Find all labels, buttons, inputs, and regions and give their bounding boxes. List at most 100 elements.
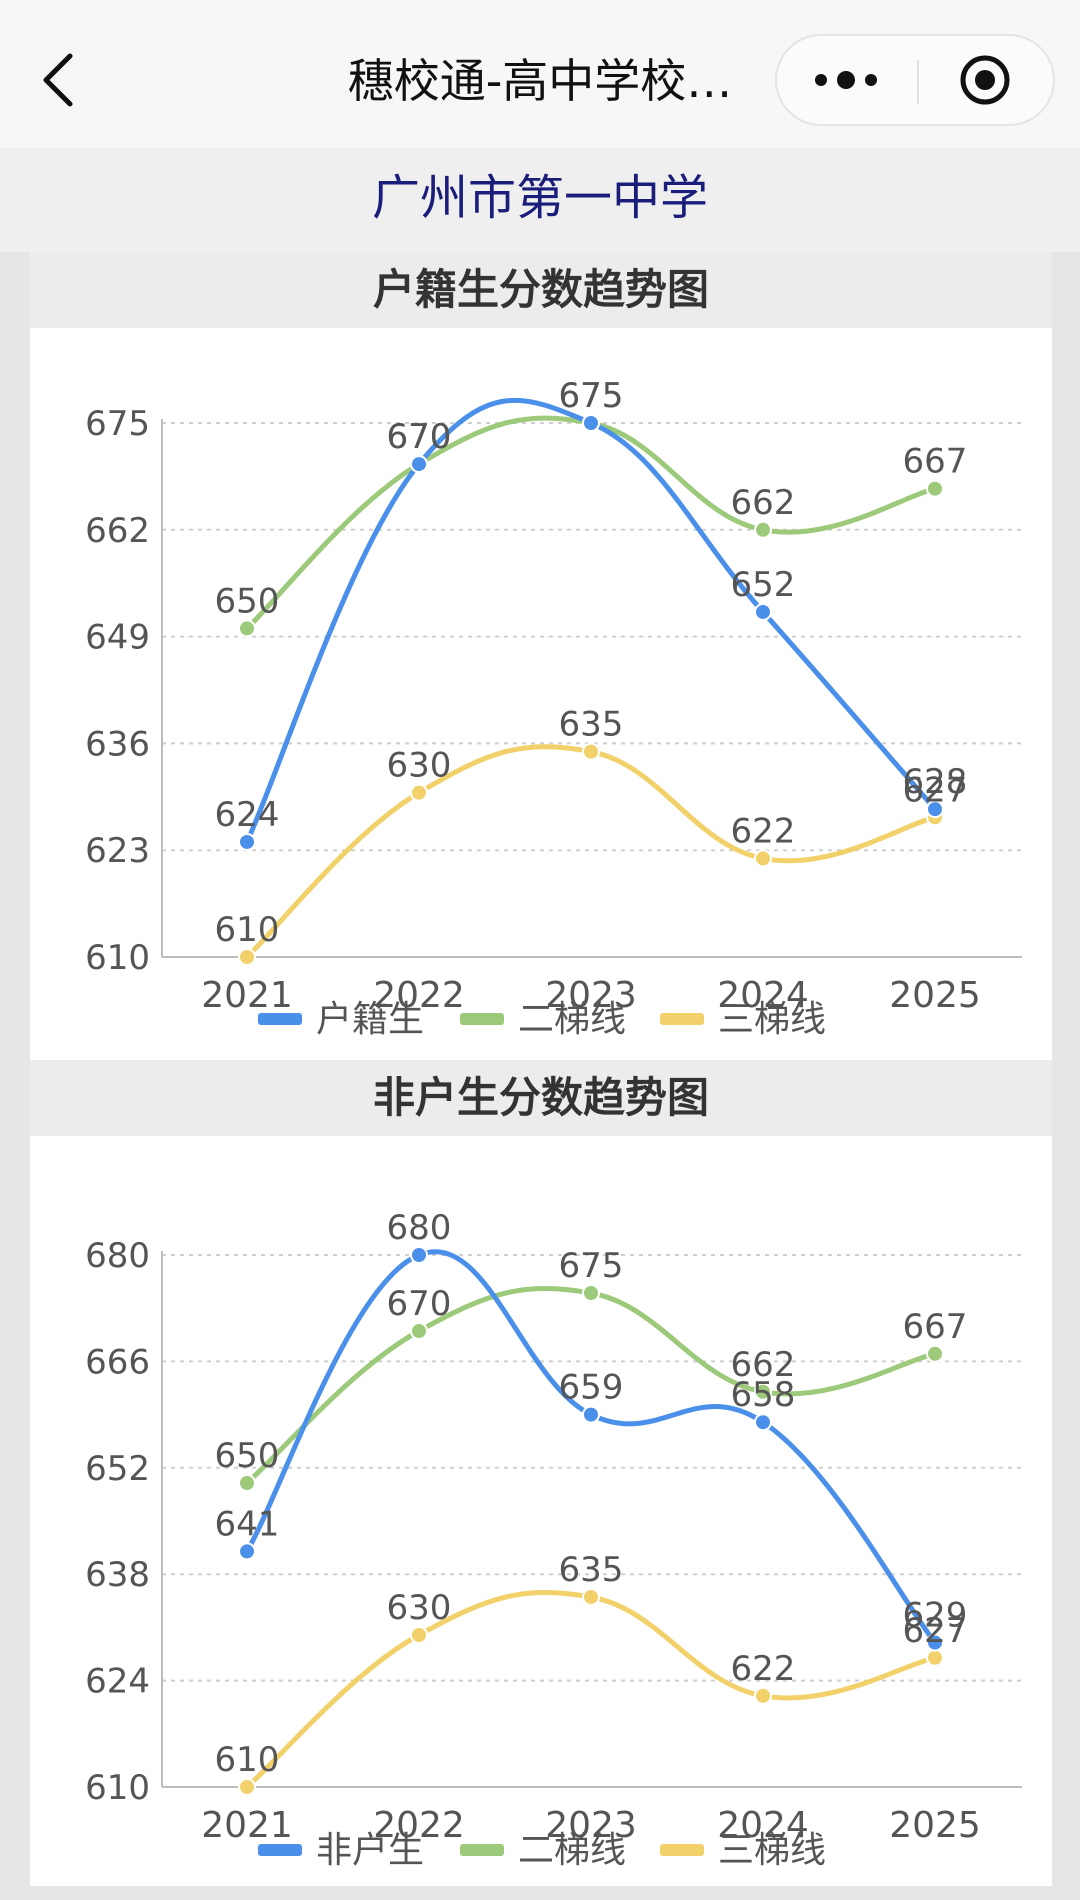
data-point[interactable] xyxy=(754,849,772,868)
data-point[interactable] xyxy=(410,455,428,474)
legend-swatch[interactable] xyxy=(460,1844,504,1856)
x-tick-label: 2024 xyxy=(717,1805,809,1846)
chart-card-header: 户籍生分数趋势图 xyxy=(30,252,1052,328)
data-label: 610 xyxy=(215,910,280,950)
data-label: 622 xyxy=(731,811,796,851)
data-point[interactable] xyxy=(582,1588,600,1606)
y-tick-label: 680 xyxy=(85,1236,150,1276)
data-point[interactable] xyxy=(238,1474,256,1492)
y-tick-label: 610 xyxy=(85,1768,150,1808)
data-label: 641 xyxy=(215,1504,280,1544)
y-tick-label: 662 xyxy=(85,511,150,551)
data-label: 670 xyxy=(387,417,452,457)
legend-swatch[interactable] xyxy=(660,1844,704,1856)
data-point[interactable] xyxy=(754,1382,772,1401)
school-name: 广州市第一中学 xyxy=(371,170,708,226)
legend-label[interactable]: 户籍生 xyxy=(316,999,424,1040)
data-label: 662 xyxy=(731,1345,796,1385)
chart-title: 非户生分数趋势图 xyxy=(372,1073,709,1122)
legend-swatch[interactable] xyxy=(258,1013,302,1025)
y-tick-label: 666 xyxy=(85,1342,150,1382)
data-label: 670 xyxy=(387,1284,452,1324)
x-tick-label: 2023 xyxy=(545,975,637,1016)
data-point[interactable] xyxy=(410,783,428,802)
y-tick-label: 610 xyxy=(85,938,150,978)
data-label: 652 xyxy=(731,565,796,605)
y-tick-label: 636 xyxy=(85,724,150,764)
more-dots-icon xyxy=(815,71,877,89)
data-label: 627 xyxy=(903,1611,968,1651)
y-tick-label: 624 xyxy=(85,1662,150,1702)
data-label: 670 xyxy=(387,417,452,457)
data-label: 680 xyxy=(387,1208,452,1248)
navigation-bar: 穗校通-高中学校… xyxy=(0,0,1080,148)
x-tick-label: 2021 xyxy=(201,975,293,1016)
data-point[interactable] xyxy=(754,520,772,539)
data-point[interactable] xyxy=(926,1633,944,1652)
legend-swatch[interactable] xyxy=(460,1013,504,1025)
data-label: 658 xyxy=(731,1375,796,1415)
data-label: 659 xyxy=(559,1368,624,1408)
data-point[interactable] xyxy=(754,1686,772,1705)
data-point[interactable] xyxy=(238,619,256,638)
data-label: 635 xyxy=(559,1550,624,1590)
data-label: 624 xyxy=(215,795,280,835)
data-point[interactable] xyxy=(238,948,256,966)
data-label: 629 xyxy=(903,1596,968,1636)
data-point[interactable] xyxy=(582,1405,600,1424)
series-line xyxy=(245,1590,936,1789)
data-point[interactable] xyxy=(754,602,772,621)
legend-label[interactable]: 非户生 xyxy=(316,1830,424,1871)
data-label: 667 xyxy=(903,442,968,482)
data-label: 675 xyxy=(559,1246,624,1286)
data-point[interactable] xyxy=(410,1322,428,1340)
data-label: 630 xyxy=(387,746,452,786)
legend-label[interactable]: 二梯线 xyxy=(518,999,626,1040)
data-point[interactable] xyxy=(410,1626,428,1644)
data-point[interactable] xyxy=(238,1542,256,1561)
data-label: 610 xyxy=(215,1740,280,1780)
chart-title: 户籍生分数趋势图 xyxy=(372,265,709,314)
data-point[interactable] xyxy=(582,1284,600,1302)
y-tick-label: 675 xyxy=(85,404,150,444)
data-point[interactable] xyxy=(926,800,944,819)
data-label: 630 xyxy=(387,1588,452,1628)
data-point[interactable] xyxy=(754,1413,772,1432)
data-point[interactable] xyxy=(926,479,944,498)
series-line xyxy=(244,398,937,844)
data-point[interactable] xyxy=(238,1778,256,1796)
menu-capsule xyxy=(775,34,1055,126)
series-line xyxy=(245,744,936,959)
capsule-divider xyxy=(917,60,919,104)
data-label: 635 xyxy=(559,705,624,745)
close-miniprogram-button[interactable] xyxy=(919,36,1053,124)
data-point[interactable] xyxy=(410,1246,428,1264)
chevron-left-icon xyxy=(43,53,73,107)
legend-swatch[interactable] xyxy=(258,1844,302,1856)
y-tick-label: 638 xyxy=(85,1555,150,1595)
data-point[interactable] xyxy=(926,1648,944,1667)
data-point[interactable] xyxy=(582,742,600,761)
app-title: 穗校通-高中学校… xyxy=(347,54,733,108)
x-tick-label: 2025 xyxy=(889,1805,981,1846)
y-tick-label: 652 xyxy=(85,1449,150,1489)
x-tick-label: 2021 xyxy=(201,1805,293,1846)
x-tick-label: 2024 xyxy=(717,975,809,1016)
data-point[interactable] xyxy=(582,414,600,432)
more-button[interactable] xyxy=(777,36,915,124)
legend-label[interactable]: 三梯线 xyxy=(718,999,826,1040)
data-label: 628 xyxy=(903,762,968,802)
data-label: 667 xyxy=(903,1307,968,1347)
data-label: 675 xyxy=(559,376,624,416)
legend-swatch[interactable] xyxy=(660,1013,704,1025)
back-button[interactable] xyxy=(38,48,82,112)
chart-card-non-hukou: 非户生分数趋势图 610 624 638 652 666 680 2021 2022 2023 2… xyxy=(30,1060,1052,1886)
series-line xyxy=(245,415,936,631)
data-label: 650 xyxy=(215,581,280,621)
data-point[interactable] xyxy=(926,1344,944,1363)
legend-label[interactable]: 三梯线 xyxy=(718,1830,826,1871)
data-label: 662 xyxy=(731,483,796,523)
trend-line-chart: 610 623 636 649 662 675 2021 2022 2023 2024 2025 61… xyxy=(85,376,1022,1040)
legend-label[interactable]: 二梯线 xyxy=(518,1830,626,1871)
data-point[interactable] xyxy=(238,832,256,851)
